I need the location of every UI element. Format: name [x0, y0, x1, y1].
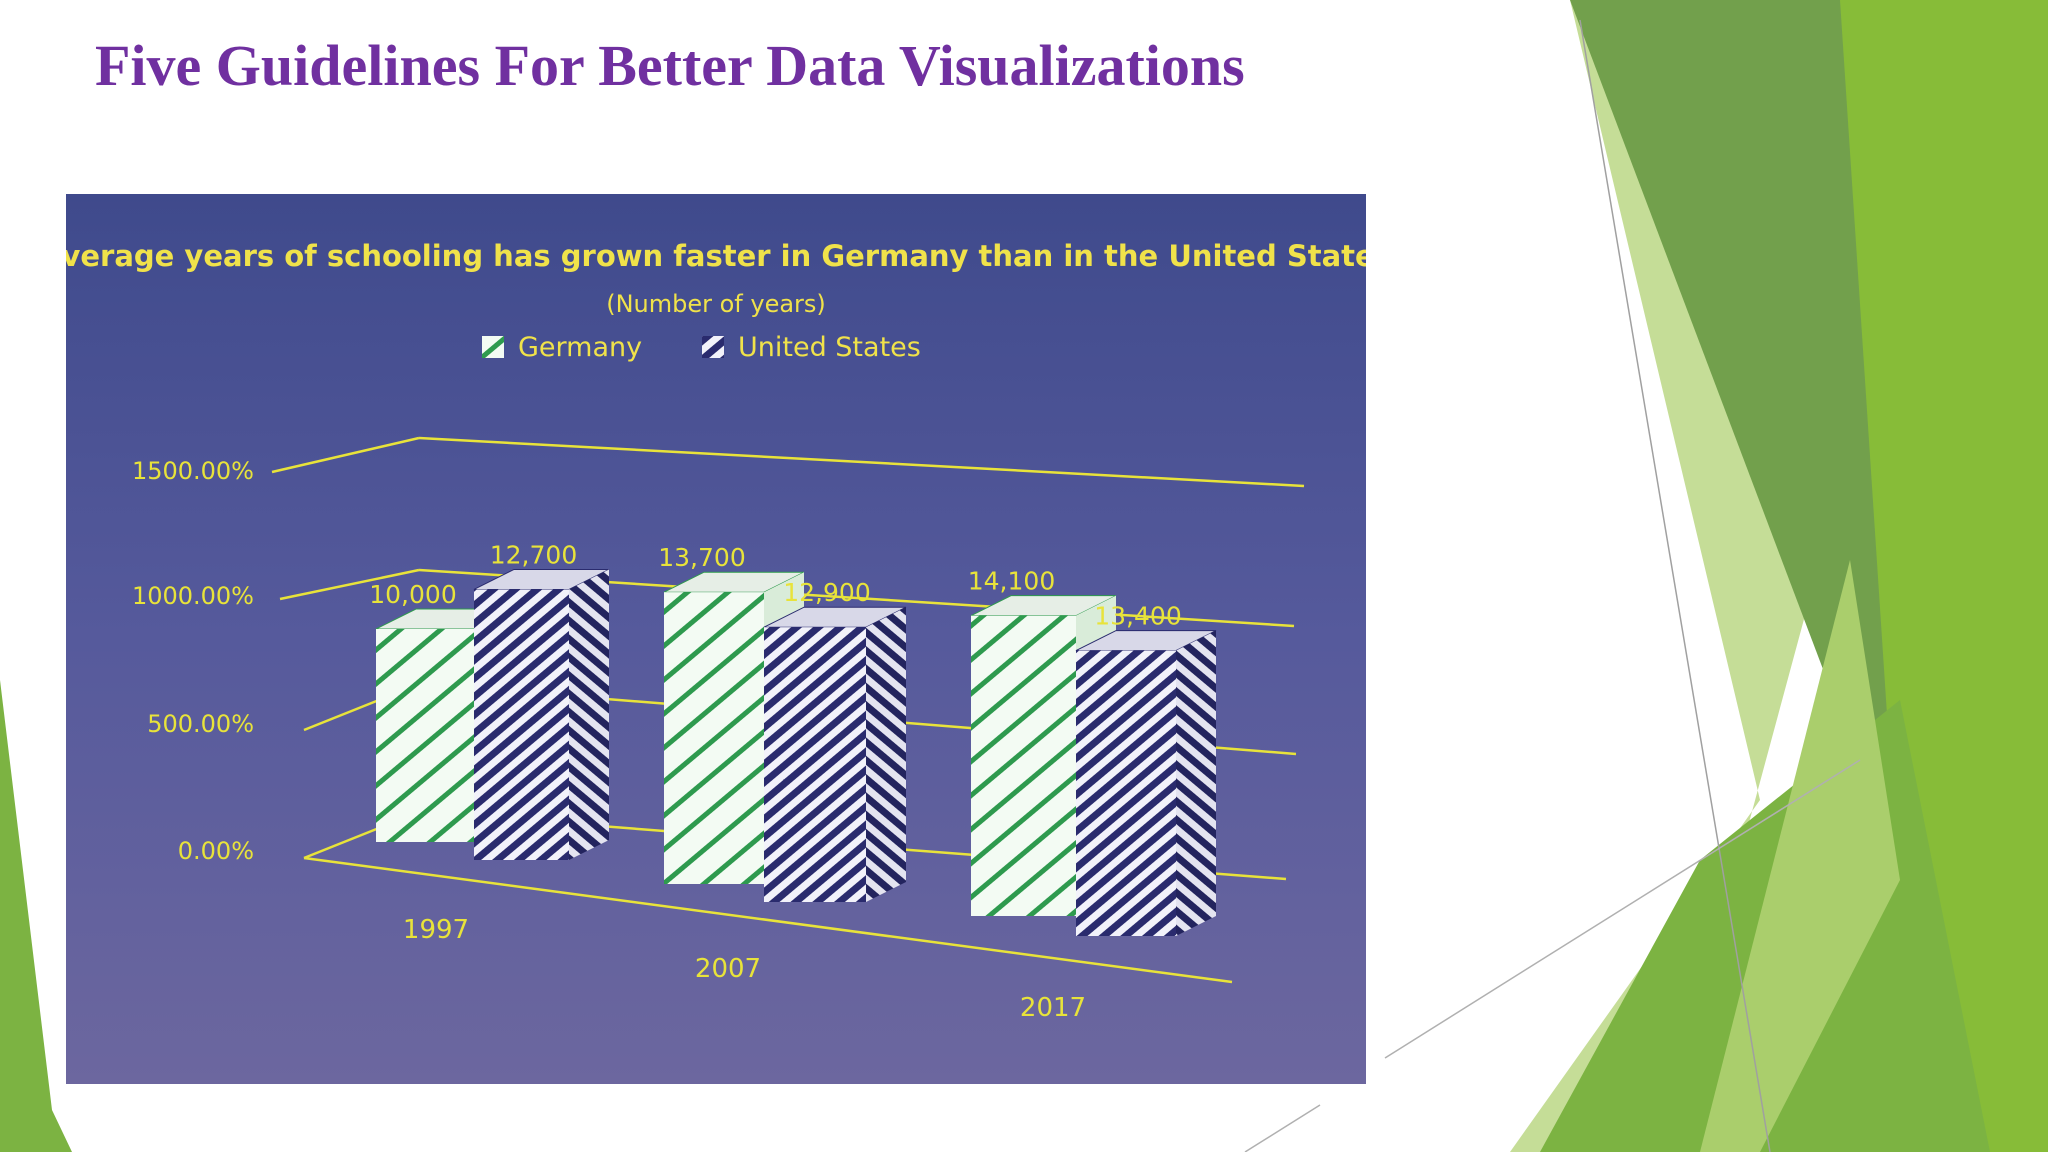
y-tick-label-1: 500.00% — [147, 710, 254, 738]
data-label-united-states-2007: 12,900 — [783, 578, 870, 607]
bar-chart: Average years of schooling has grown fas… — [66, 239, 1366, 1023]
bar-germany-1997 — [376, 629, 474, 842]
bar-united-states-2017 — [1076, 650, 1176, 936]
deco-triangle-left — [0, 680, 72, 1152]
chart-title: Average years of schooling has grown fas… — [66, 239, 1366, 273]
labels: 0.00% 500.00% 1000.00% 1500.00% 1997 2007 2017… — [132, 457, 1182, 1023]
bar-side-united-states-2007 — [866, 607, 906, 902]
floor-edge — [303, 856, 1233, 984]
x-tick-label-2017: 2017 — [1020, 993, 1086, 1023]
data-label-germany-1997: 10,000 — [369, 580, 456, 609]
x-tick-label-1997: 1997 — [403, 915, 469, 945]
gridline-front-3 — [271, 436, 420, 474]
deco-line-2 — [1384, 759, 1861, 1059]
legend-swatch-united-states — [702, 336, 724, 358]
bar-germany-2017 — [971, 615, 1076, 916]
deco-triangle-accent — [1700, 560, 1900, 1152]
data-label-germany-2017: 14,100 — [968, 567, 1055, 596]
y-tick-label-0: 0.00% — [178, 837, 254, 865]
data-label-united-states-2017: 13,400 — [1094, 602, 1181, 631]
bar-united-states-2007 — [764, 627, 866, 902]
deco-triangle-mid — [1840, 0, 2048, 1152]
legend-swatch-germany — [482, 336, 504, 358]
y-tick-label-3: 1500.00% — [132, 457, 254, 485]
chart-panel: Average years of schooling has grown fas… — [66, 194, 1366, 1084]
deco-line-3 — [1244, 1104, 1321, 1152]
chart-subtitle: (Number of years) — [606, 290, 826, 318]
bar-germany-2007 — [664, 592, 764, 884]
gridline-back-3 — [418, 436, 1305, 488]
slide-title: Five Guidelines For Better Data Visualiz… — [95, 33, 1245, 98]
x-tick-label-2007: 2007 — [695, 954, 761, 984]
bar-top-united-states-2007 — [763, 606, 907, 628]
bar-top-united-states-2017 — [1075, 630, 1217, 652]
legend-label-germany: Germany — [518, 332, 642, 363]
bar-side-united-states-1997 — [569, 569, 609, 860]
data-label-united-states-1997: 12,700 — [490, 540, 577, 569]
legend: Germany United States — [482, 332, 921, 363]
bar-side-united-states-2017 — [1176, 630, 1216, 936]
data-label-germany-2007: 13,700 — [658, 543, 745, 572]
legend-label-united-states: United States — [738, 332, 921, 363]
y-tick-label-2: 1000.00% — [132, 582, 254, 610]
gridline-front-2 — [279, 568, 420, 601]
bars — [375, 568, 1217, 936]
bar-united-states-1997 — [474, 589, 569, 860]
deco-line-1 — [1579, 19, 1771, 1152]
